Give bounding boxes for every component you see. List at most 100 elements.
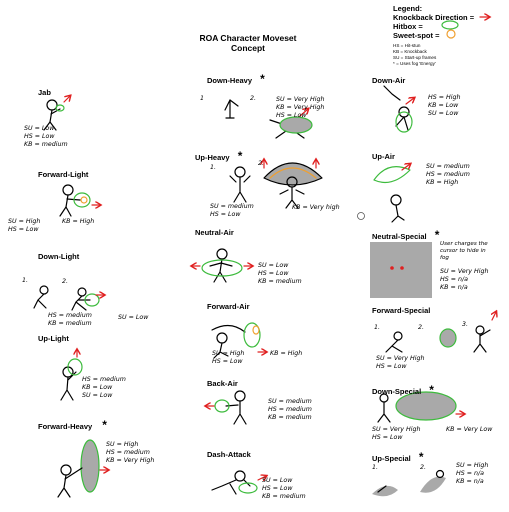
step-num: 3. — [462, 321, 469, 328]
move-title-up-air: Up-Air — [372, 152, 395, 161]
legend-hitbox-icon — [441, 20, 459, 30]
stat-line: SU = Low — [258, 262, 289, 269]
stat-line: SU = High — [8, 218, 41, 225]
neutral-air-figure-icon — [192, 248, 252, 283]
legend-knockback: Knockback Direction = — [393, 13, 475, 22]
move-title-up-special: Up-Special * — [372, 450, 424, 464]
energy-mark: * — [434, 228, 440, 242]
stat-line: SU = High — [106, 441, 139, 448]
stat-line: HS = Low — [8, 226, 39, 234]
stat-line: KB = Low — [82, 384, 113, 392]
stat-line: KB = Very High — [276, 104, 325, 112]
stats-forward-air: SU = High HS = Low — [212, 350, 244, 366]
stat-line: SU = Very High — [376, 355, 425, 362]
move-name: Up-Special — [372, 454, 411, 463]
up-heavy-figure-icon — [229, 160, 323, 209]
step-num: 2. — [250, 95, 257, 102]
stats-neutral-special: SU = Very High HS = n/a KB = n/a — [440, 268, 489, 293]
title-line-1: ROA Character Moveset — [199, 33, 297, 43]
step-num: 2. — [62, 278, 69, 285]
stat-line: HS = Low — [212, 358, 243, 366]
energy-mark: * — [237, 149, 243, 163]
stat-line: SU = Low — [82, 392, 113, 400]
stats-jab: SU = Low HS = Low KB = medium — [24, 125, 68, 150]
stat-line: HS = medium — [426, 171, 470, 179]
stats-forward-special: SU = Very High HS = Low — [376, 355, 425, 371]
stat-line: KB = Low — [428, 102, 459, 110]
stats-forward-air-extra: KB = High — [270, 350, 303, 357]
stat-line: SU = High — [212, 350, 245, 357]
move-name: Up-Heavy — [195, 153, 230, 162]
move-title-up-light: Up-Light — [38, 334, 69, 343]
move-name: Forward-Heavy — [38, 422, 93, 431]
down-heavy-figure-icon — [224, 99, 313, 139]
energy-mark: * — [429, 383, 434, 397]
move-title-jab: Jab — [38, 88, 51, 97]
step-num: 2. — [420, 464, 427, 471]
down-air-figure-icon — [383, 85, 414, 133]
move-title-neutral-special: Neutral-Special * — [372, 228, 439, 242]
move-title-forward-light: Forward-Light — [38, 170, 89, 179]
step-num: 1. — [22, 277, 29, 284]
desc-line: fog — [440, 255, 449, 261]
stat-line: SU = Very High — [372, 426, 421, 433]
stats-down-special: SU = Very High HS = Low — [372, 426, 421, 442]
stat-line: HS = Low — [276, 112, 307, 120]
stat-line: HS = medium — [82, 376, 126, 383]
stat-line: HS = medium — [48, 312, 92, 319]
stats-up-heavy: SU = medium HS = Low — [210, 203, 254, 219]
legend-note: KB = Knockback — [393, 49, 427, 54]
stat-line: SU = Low — [24, 125, 55, 132]
stat-line: HS = Low — [258, 270, 289, 278]
step-num: 1. — [372, 464, 379, 471]
legend-title: Legend: — [393, 4, 423, 13]
stat-line: HS = Low — [210, 211, 241, 219]
move-name: Down-Heavy — [207, 76, 253, 85]
step-num: 2. — [418, 324, 425, 331]
stats-down-light: HS = medium KB = medium — [48, 312, 92, 328]
stats-back-air: SU = medium HS = medium KB = medium — [268, 398, 312, 423]
stats-forward-light-a: SU = High HS = Low — [8, 218, 40, 234]
desc-line: cursor to hide in — [440, 248, 486, 254]
move-title-up-heavy: Up-Heavy * — [195, 149, 242, 163]
neutral-special-fog-icon — [370, 242, 432, 298]
stat-line: HS = medium — [268, 406, 312, 414]
move-title-forward-heavy: Forward-Heavy * — [38, 418, 107, 432]
forward-special-figure-icon — [385, 312, 496, 353]
title-line-2: Concept — [231, 43, 265, 53]
stat-line: KB = n/a — [456, 478, 484, 486]
bullet-dot — [357, 212, 365, 220]
up-light-figure-icon — [60, 350, 83, 401]
stat-line: KB = medium — [268, 414, 312, 422]
stat-line: SU = Very High — [276, 96, 325, 103]
move-title-forward-special: Forward-Special — [372, 306, 431, 315]
legend: Legend: Knockback Direction = Hitbox = S… — [393, 4, 474, 67]
step-num: 2. — [258, 160, 265, 167]
stats-forward-heavy: SU = High HS = medium KB = Very High — [106, 441, 154, 466]
stat-line: HS = n/a — [456, 470, 484, 478]
step-num: 1. — [210, 164, 217, 171]
stat-line: KB = medium — [258, 278, 302, 286]
stat-line: SU = High — [456, 462, 489, 469]
forward-air-figure-icon — [211, 322, 266, 359]
stat-line: SU = Low — [262, 477, 293, 484]
stat-line: KB = medium — [262, 493, 306, 501]
stats-dash-attack: SU = Low HS = Low KB = medium — [262, 477, 306, 502]
stats-up-special: SU = High HS = n/a KB = n/a — [456, 462, 488, 487]
up-special-figure-icon — [372, 469, 446, 497]
forward-heavy-figure-icon — [57, 439, 108, 498]
move-title-down-light: Down-Light — [38, 252, 80, 261]
stats-down-special-extra: KB = Very Low — [446, 426, 493, 433]
legend-hitbox: Hitbox = — [393, 22, 423, 31]
energy-mark: * — [260, 72, 265, 86]
neutral-special-desc: User charges the cursor to hide in fog — [440, 241, 488, 262]
page-title: ROA Character Moveset Concept — [188, 33, 308, 53]
stats-forward-light-b: KB = High — [62, 218, 95, 225]
stat-line: HS = medium — [106, 449, 150, 457]
stat-line: HS = n/a — [440, 276, 468, 284]
stats-down-heavy: SU = Very High KB = Very High HS = Low — [276, 96, 325, 121]
stats-down-light-extra: SU = Low — [118, 314, 149, 321]
move-name: Down-Special — [372, 387, 422, 396]
